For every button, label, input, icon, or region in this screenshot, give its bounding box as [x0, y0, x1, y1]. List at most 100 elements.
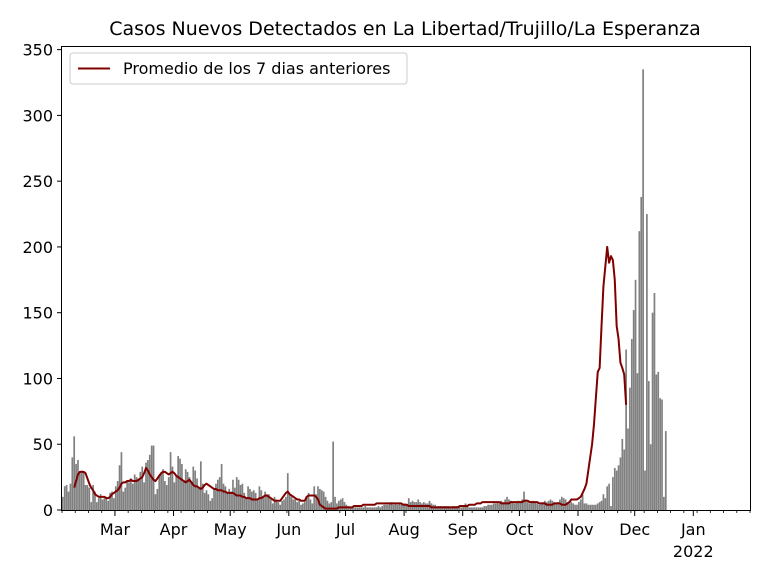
bar — [62, 496, 64, 510]
bar — [560, 496, 563, 510]
bar — [358, 507, 361, 510]
bar — [557, 502, 559, 510]
y-tick-label: 350 — [22, 41, 53, 60]
bar — [489, 504, 491, 510]
bar — [160, 473, 162, 510]
x-tick-label: Oct — [506, 520, 534, 539]
bar — [145, 462, 147, 510]
bar — [449, 507, 452, 510]
x-tick-label: Aug — [388, 520, 419, 539]
bar — [152, 445, 155, 510]
bar — [283, 499, 285, 510]
bar — [585, 503, 588, 510]
x-tick-label: Apr — [160, 520, 188, 539]
bar — [612, 477, 614, 510]
bar — [373, 507, 376, 510]
bar — [211, 498, 214, 510]
bar — [583, 503, 586, 510]
bar — [343, 502, 346, 510]
x-tick-label: Jun — [275, 520, 301, 539]
bar — [534, 502, 537, 510]
bar — [111, 491, 113, 510]
bar — [404, 503, 406, 510]
bar — [483, 506, 486, 510]
bar — [101, 499, 104, 510]
bar — [587, 504, 590, 510]
bar — [158, 474, 161, 510]
bar — [604, 498, 607, 510]
bar — [154, 494, 157, 510]
bar — [460, 507, 463, 510]
bar — [341, 498, 344, 510]
bar — [315, 494, 317, 510]
bar — [615, 470, 618, 510]
bar — [330, 502, 333, 510]
bar — [496, 502, 499, 510]
bar — [275, 499, 278, 510]
bar — [593, 504, 595, 510]
bar — [194, 470, 197, 510]
bar — [392, 504, 395, 510]
bar — [279, 504, 282, 510]
y-axis: 0 50 100 150 200 250 300 350 — [22, 41, 62, 520]
bar — [303, 502, 306, 510]
bar — [606, 486, 609, 510]
bar — [485, 506, 488, 510]
bar — [271, 503, 274, 510]
y-tick-label: 150 — [22, 304, 53, 323]
bar — [245, 498, 248, 510]
bar — [613, 467, 616, 510]
bar — [262, 496, 265, 510]
bar — [517, 500, 520, 510]
bar — [254, 492, 257, 510]
bar — [655, 374, 658, 510]
bar — [196, 478, 198, 510]
bar — [162, 469, 164, 510]
bar — [216, 479, 219, 510]
bar — [466, 504, 469, 510]
bar — [243, 492, 246, 510]
y-tick-label: 0 — [43, 501, 53, 520]
bar — [147, 460, 149, 510]
bar — [664, 431, 667, 510]
y-tick-label: 50 — [33, 435, 53, 454]
bar — [181, 463, 183, 510]
bar — [511, 502, 514, 510]
bar — [379, 507, 382, 510]
bar — [608, 483, 610, 510]
legend-label: Promedio de los 7 dias anteriores — [123, 59, 390, 78]
bar — [124, 487, 127, 510]
bar — [179, 458, 181, 510]
bar — [175, 475, 178, 510]
bar — [188, 477, 191, 510]
bar — [402, 503, 404, 510]
bar — [532, 500, 535, 510]
bar — [122, 491, 125, 510]
bar — [311, 503, 314, 510]
x-tick-label: May — [214, 520, 247, 539]
bar — [646, 214, 648, 511]
bar — [131, 483, 134, 510]
bar — [657, 371, 660, 510]
bar — [500, 500, 503, 510]
bar — [139, 471, 142, 510]
bar — [80, 470, 83, 510]
bar — [113, 498, 115, 510]
bar — [617, 465, 620, 510]
bar — [487, 504, 489, 510]
bar — [364, 506, 367, 510]
bar — [84, 485, 87, 510]
bar — [99, 494, 102, 510]
bar — [479, 507, 482, 510]
bar — [610, 506, 612, 510]
bar — [141, 466, 144, 510]
bar — [383, 504, 386, 510]
bar — [642, 69, 644, 511]
bar — [621, 438, 624, 510]
bar — [498, 503, 501, 510]
bar — [209, 500, 212, 510]
bar — [515, 502, 518, 510]
bar — [385, 504, 387, 510]
bar — [630, 339, 633, 510]
